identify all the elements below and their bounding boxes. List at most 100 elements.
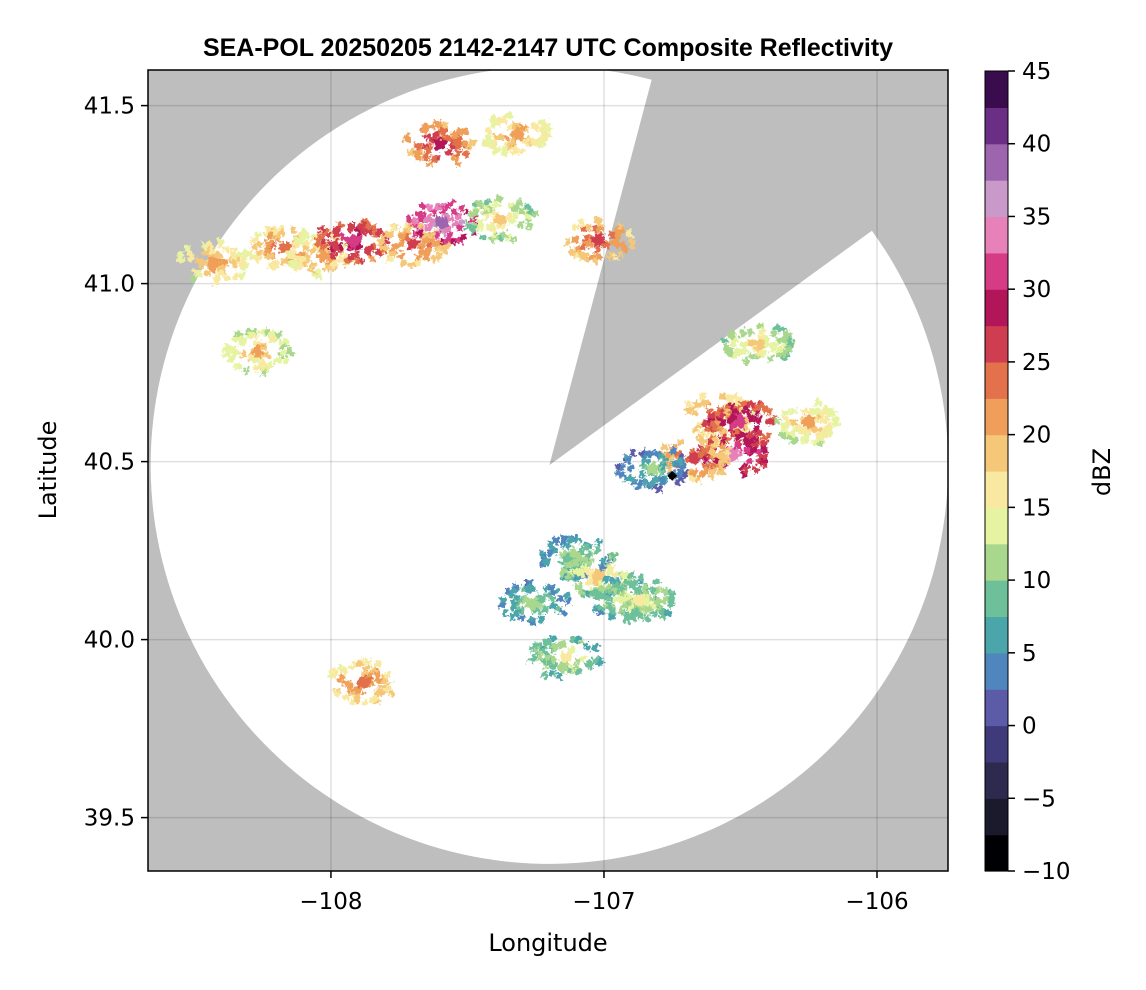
echo-cell bbox=[505, 588, 512, 595]
echo-5 bbox=[465, 195, 538, 243]
echo-cell bbox=[247, 332, 254, 339]
echo-cell bbox=[363, 665, 370, 672]
echo-cell bbox=[186, 250, 193, 257]
echo-cell bbox=[487, 206, 494, 213]
echo-cell bbox=[637, 575, 644, 582]
echo-cell bbox=[315, 272, 322, 279]
echo-cell bbox=[366, 228, 373, 235]
echo-cell bbox=[267, 262, 274, 269]
colorbar-segment bbox=[985, 580, 1008, 618]
echo-cell bbox=[668, 591, 675, 598]
echo-cell bbox=[483, 205, 490, 212]
echo-cell bbox=[718, 468, 725, 475]
echo-cell bbox=[569, 548, 576, 555]
echo-cell bbox=[418, 223, 425, 230]
echo-cell bbox=[602, 242, 609, 249]
echo-cell bbox=[435, 204, 442, 211]
echo-core bbox=[559, 651, 572, 664]
echo-cell bbox=[763, 407, 770, 414]
echo-cell bbox=[333, 691, 340, 698]
echo-cell bbox=[202, 249, 209, 256]
echo-cell bbox=[550, 549, 557, 556]
echo-cell bbox=[460, 233, 467, 240]
echo-cell bbox=[541, 648, 548, 655]
echo-cell bbox=[610, 553, 617, 560]
echo-cell bbox=[472, 201, 479, 208]
echo-cell bbox=[621, 602, 628, 609]
echo-cell bbox=[434, 240, 441, 247]
echo-cell bbox=[550, 662, 557, 669]
echo-cell bbox=[588, 254, 595, 261]
colorbar-segment bbox=[985, 543, 1008, 581]
echo-cell bbox=[524, 212, 531, 219]
colorbar-ticks: −10 −5 0 5 10 15 20 25 30 35 40 45 bbox=[1008, 59, 1071, 885]
echo-cell bbox=[571, 564, 578, 571]
echo-cell bbox=[625, 580, 632, 587]
echo-cell bbox=[451, 131, 458, 138]
echo-cell bbox=[367, 679, 374, 686]
echo-cell bbox=[539, 551, 546, 558]
echo-cell bbox=[701, 463, 708, 470]
echo-cell bbox=[518, 148, 525, 155]
echo-cell bbox=[781, 354, 788, 361]
echo-cell bbox=[562, 557, 569, 564]
echo-cell bbox=[362, 700, 369, 707]
echo-cell bbox=[373, 698, 380, 705]
echo-cell bbox=[423, 248, 430, 255]
echo-cell bbox=[585, 661, 592, 668]
echo-cell bbox=[592, 644, 599, 651]
echo-cell bbox=[626, 231, 633, 238]
echo-cell bbox=[524, 587, 531, 594]
echo-cell bbox=[500, 117, 507, 124]
echo-cell bbox=[529, 138, 536, 145]
echo-cell bbox=[578, 589, 585, 596]
echo-cell bbox=[827, 429, 834, 436]
echo-cell bbox=[486, 140, 493, 147]
echo-cell bbox=[543, 584, 550, 591]
echo-cell bbox=[613, 235, 620, 242]
echo-cell bbox=[509, 614, 516, 621]
colorbar-tick-label: 10 bbox=[1022, 568, 1051, 594]
echo-cell bbox=[498, 134, 505, 141]
echo-cell bbox=[408, 221, 415, 228]
echo-cell bbox=[791, 438, 798, 445]
echo-core bbox=[316, 249, 329, 262]
echo-cell bbox=[434, 154, 441, 161]
echo-cell bbox=[491, 212, 498, 219]
echo-cell bbox=[788, 434, 795, 441]
echo-cell bbox=[539, 126, 546, 133]
echo-cell bbox=[712, 424, 719, 431]
echo-cell bbox=[565, 599, 571, 606]
colorbar-segment bbox=[985, 252, 1008, 290]
echo-cell bbox=[187, 254, 194, 261]
echo-cell bbox=[740, 332, 747, 339]
echo-cell bbox=[623, 611, 630, 618]
echo-cell bbox=[706, 408, 713, 415]
echo-cell bbox=[587, 572, 594, 579]
echo-cell bbox=[668, 596, 675, 603]
echo-cell bbox=[467, 143, 474, 150]
echo-10 bbox=[221, 328, 294, 376]
echo-cell bbox=[420, 238, 427, 245]
echo-cell bbox=[450, 143, 457, 150]
echo-cell bbox=[375, 675, 382, 682]
echo-cell bbox=[771, 341, 778, 348]
echo-cell bbox=[615, 470, 622, 477]
echo-cell bbox=[759, 453, 766, 460]
echo-cell bbox=[488, 115, 495, 122]
echo-cell bbox=[350, 686, 357, 693]
echo-cell bbox=[745, 401, 752, 408]
echo-cell bbox=[274, 357, 281, 364]
echo-cell bbox=[596, 593, 603, 600]
echo-cell bbox=[455, 132, 462, 139]
echo-cell bbox=[370, 697, 377, 704]
echo-cell bbox=[523, 126, 530, 133]
echo-cell bbox=[570, 636, 577, 643]
echo-cell bbox=[279, 342, 286, 349]
echo-cell bbox=[575, 574, 582, 581]
echo-cell bbox=[336, 243, 343, 250]
echo-cell bbox=[612, 596, 619, 603]
echo-cell bbox=[417, 230, 424, 237]
echo-cell bbox=[407, 149, 414, 156]
echo-cell bbox=[266, 362, 273, 369]
